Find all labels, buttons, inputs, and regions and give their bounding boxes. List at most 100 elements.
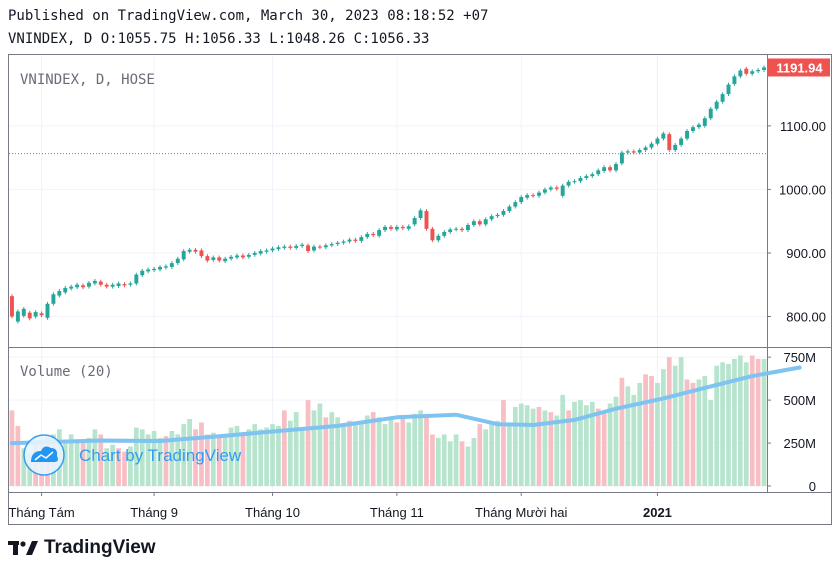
candle xyxy=(264,248,269,254)
candle-body xyxy=(661,133,666,139)
volume-bar xyxy=(370,412,376,486)
candle-body xyxy=(341,241,346,243)
candle xyxy=(726,82,731,97)
candle-body xyxy=(92,280,97,284)
candle xyxy=(246,252,251,259)
volume-bar xyxy=(270,424,275,486)
candle-body xyxy=(691,127,695,131)
candle-body xyxy=(619,152,624,164)
candle xyxy=(152,266,157,273)
candle-body xyxy=(513,202,518,207)
volume-bar xyxy=(145,434,151,486)
candle-body xyxy=(158,266,162,270)
candle xyxy=(187,247,192,254)
candle xyxy=(235,253,239,260)
volume-bar xyxy=(358,420,364,486)
candle xyxy=(584,174,589,180)
price-pane-title: VNINDEX, D, HOSE xyxy=(20,72,155,88)
candle-body xyxy=(685,130,690,139)
candle xyxy=(406,224,411,231)
volume-bar xyxy=(151,431,157,486)
volume-bar xyxy=(104,448,110,486)
candle-body xyxy=(169,263,174,267)
chart-canvas[interactable]: 800.00 900.00 1000.00 1100.00 0 250M 500M 750M 1… xyxy=(0,0,840,530)
candle-body xyxy=(430,228,435,241)
published-line: Published on TradingView.com, March 30, … xyxy=(8,8,489,24)
candle-body xyxy=(762,67,766,70)
volume-bar xyxy=(27,455,33,486)
volume-bar xyxy=(400,419,406,486)
volume-bar xyxy=(92,429,98,486)
candle-body xyxy=(542,189,547,193)
candle-body xyxy=(400,226,405,229)
volume-bar xyxy=(394,422,400,486)
candle xyxy=(217,255,222,263)
candle xyxy=(252,251,257,257)
volume-bar xyxy=(554,415,560,486)
volume-bar xyxy=(441,434,447,486)
volume-bar xyxy=(335,417,341,486)
candle-body xyxy=(98,281,103,285)
volume-bar xyxy=(424,413,429,486)
candle-body xyxy=(696,124,701,128)
candle-body xyxy=(264,250,269,252)
volume-bar xyxy=(489,424,494,486)
tradingview-watermark[interactable]: Chart by TradingView xyxy=(23,434,242,476)
candle xyxy=(649,141,654,150)
candle xyxy=(602,165,607,173)
candle xyxy=(424,209,429,231)
candle-body xyxy=(51,294,56,304)
volume-bar xyxy=(181,424,187,486)
candle-body xyxy=(33,312,38,317)
tradingview-brand[interactable]: TradingView xyxy=(8,537,156,559)
candle xyxy=(696,122,701,130)
volume-bar xyxy=(708,400,714,486)
candle xyxy=(270,246,275,253)
candle-body xyxy=(465,225,470,231)
candle xyxy=(738,68,743,79)
candle-body xyxy=(643,147,648,151)
volume-bar xyxy=(287,420,293,486)
candle-body xyxy=(57,291,62,296)
candle xyxy=(163,264,168,270)
candle-body xyxy=(86,282,91,287)
candle xyxy=(542,187,547,195)
candle-body xyxy=(104,284,109,287)
candle-body xyxy=(406,226,411,229)
candle xyxy=(732,74,737,86)
candle xyxy=(400,225,405,231)
volume-tick-label: 750M xyxy=(783,350,816,365)
candle-body xyxy=(110,284,115,287)
candle xyxy=(507,204,512,213)
candle xyxy=(39,311,44,318)
volume-bar xyxy=(187,419,192,486)
candle xyxy=(631,149,636,155)
candle-body xyxy=(631,151,636,153)
candle xyxy=(394,225,399,232)
volume-bar xyxy=(323,417,329,486)
candle-body xyxy=(211,257,216,260)
volume-bar xyxy=(62,439,68,486)
volume-bar xyxy=(619,377,625,486)
volume-bar xyxy=(15,425,21,486)
candle xyxy=(110,282,115,289)
candle xyxy=(140,268,145,278)
volume-bar xyxy=(542,410,548,486)
volume-bar xyxy=(364,415,370,486)
volume-bar xyxy=(430,434,435,486)
candle xyxy=(596,168,601,177)
candle-body xyxy=(81,285,85,288)
candle xyxy=(169,261,174,269)
candle-body xyxy=(205,256,210,261)
candle xyxy=(756,68,761,74)
price-tick-label: 1100.00 xyxy=(780,119,826,134)
candle-body xyxy=(708,108,713,119)
volume-bar xyxy=(512,406,518,486)
candle-body xyxy=(252,252,257,255)
candle-body xyxy=(732,76,737,84)
candle xyxy=(454,226,459,232)
volume-bar xyxy=(205,434,210,486)
candle-body xyxy=(152,268,157,271)
candle-body xyxy=(442,231,447,236)
volume-bar xyxy=(353,424,358,486)
